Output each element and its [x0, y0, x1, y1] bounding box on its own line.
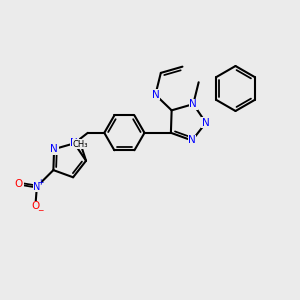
Text: O: O — [15, 178, 23, 189]
Text: O: O — [31, 201, 40, 211]
Text: N: N — [188, 136, 196, 146]
Text: −: − — [37, 206, 43, 215]
Text: N: N — [152, 90, 159, 100]
Text: N: N — [33, 182, 40, 192]
Text: N: N — [50, 144, 58, 154]
Text: N: N — [202, 118, 210, 128]
Text: +: + — [38, 178, 44, 187]
Text: N: N — [70, 138, 78, 148]
Text: N: N — [189, 99, 197, 109]
Text: CH₃: CH₃ — [73, 140, 88, 149]
